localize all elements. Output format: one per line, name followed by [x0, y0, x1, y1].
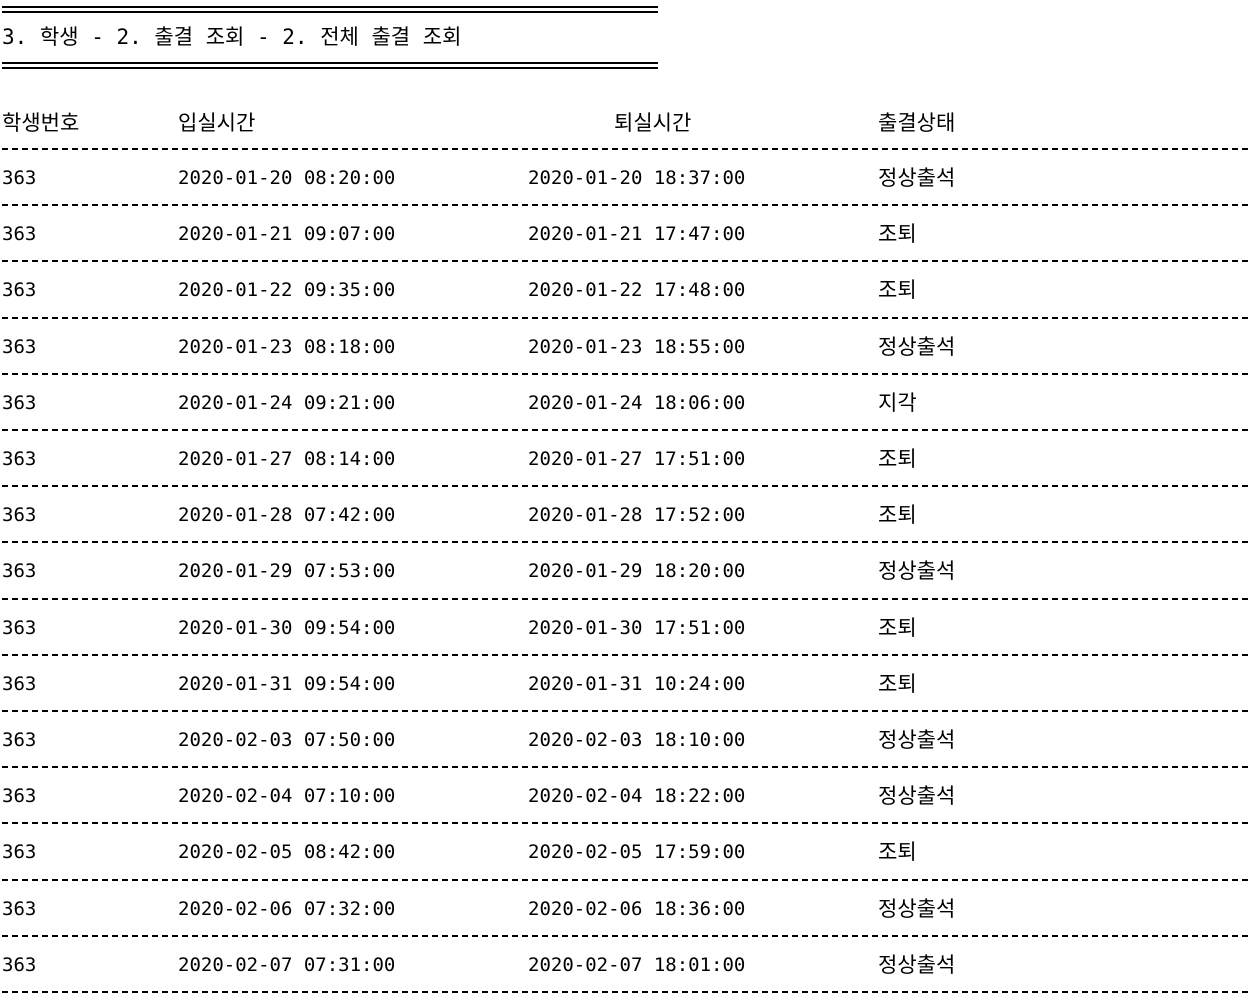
- status-cell: 조퇴: [878, 671, 917, 696]
- row-separator: [2, 653, 1248, 656]
- student-no-cell: 363: [2, 223, 37, 246]
- check-out-cell: 2020-02-03 18:10:00: [528, 729, 746, 751]
- check-out-cell: 2020-01-24 18:06:00: [528, 391, 746, 414]
- student-no-cell: 363: [2, 167, 37, 189]
- status-cell: 정상출석: [878, 728, 956, 752]
- status-cell: 정상출석: [878, 896, 956, 921]
- row-separator: [2, 934, 1248, 937]
- check-in-cell: 2020-01-30 09:54:00: [178, 616, 396, 639]
- status-cell: 정상출석: [878, 952, 956, 977]
- column-header-check-out: 퇴실시간: [614, 111, 692, 135]
- student-no-cell: 363: [2, 391, 37, 414]
- student-no-cell: 363: [2, 897, 37, 920]
- check-out-cell: 2020-02-06 18:36:00: [528, 897, 746, 920]
- student-no-cell: 363: [2, 672, 37, 695]
- title-separator-top: [2, 6, 658, 13]
- student-no-cell: 363: [2, 785, 37, 808]
- row-separator: [2, 991, 1248, 993]
- check-in-cell: 2020-02-04 07:10:00: [178, 785, 396, 808]
- check-out-cell: 2020-01-21 17:47:00: [528, 223, 746, 246]
- check-in-cell: 2020-02-07 07:31:00: [178, 953, 396, 976]
- row-separator: [2, 260, 1248, 263]
- column-header-check-in: 입실시간: [178, 111, 256, 135]
- row-separator: [2, 372, 1248, 375]
- check-in-cell: 2020-01-21 09:07:00: [178, 223, 396, 246]
- student-no-cell: 363: [2, 560, 37, 583]
- column-header-student-no: 학생번호: [2, 111, 80, 135]
- student-no-cell: 363: [2, 841, 37, 864]
- check-in-cell: 2020-01-22 09:35:00: [178, 279, 396, 302]
- check-in-cell: 2020-01-28 07:42:00: [178, 504, 396, 527]
- row-separator: [2, 429, 1248, 431]
- student-no-cell: 363: [2, 448, 37, 470]
- check-out-cell: 2020-01-27 17:51:00: [528, 448, 746, 470]
- check-out-cell: 2020-02-07 18:01:00: [528, 953, 746, 976]
- check-in-cell: 2020-02-06 07:32:00: [178, 897, 396, 920]
- status-cell: 조퇴: [878, 503, 917, 528]
- column-header-status: 출결상태: [878, 111, 956, 135]
- status-cell: 조퇴: [878, 447, 917, 471]
- row-separator: [2, 597, 1248, 600]
- check-out-cell: 2020-01-30 17:51:00: [528, 616, 746, 639]
- check-in-cell: 2020-01-20 08:20:00: [178, 167, 396, 189]
- status-cell: 정상출석: [878, 166, 956, 190]
- row-separator: [2, 485, 1248, 488]
- check-in-cell: 2020-01-27 08:14:00: [178, 448, 396, 470]
- check-in-cell: 2020-01-23 08:18:00: [178, 335, 396, 358]
- title-separator-bottom: [2, 62, 658, 69]
- check-in-cell: 2020-01-29 07:53:00: [178, 560, 396, 583]
- check-out-cell: 2020-02-05 17:59:00: [528, 841, 746, 864]
- status-cell: 정상출석: [878, 334, 956, 359]
- student-no-cell: 363: [2, 953, 37, 976]
- status-cell: 조퇴: [878, 615, 917, 640]
- status-cell: 정상출석: [878, 559, 956, 584]
- check-in-cell: 2020-02-03 07:50:00: [178, 729, 396, 751]
- status-cell: 조퇴: [878, 840, 917, 865]
- check-out-cell: 2020-01-31 10:24:00: [528, 672, 746, 695]
- check-out-cell: 2020-01-22 17:48:00: [528, 279, 746, 302]
- check-out-cell: 2020-01-20 18:37:00: [528, 167, 746, 189]
- check-in-cell: 2020-01-31 09:54:00: [178, 672, 396, 695]
- student-no-cell: 363: [2, 335, 37, 358]
- check-in-cell: 2020-02-05 08:42:00: [178, 841, 396, 864]
- row-separator: [2, 822, 1248, 825]
- check-out-cell: 2020-02-04 18:22:00: [528, 785, 746, 808]
- status-cell: 조퇴: [878, 278, 917, 303]
- student-no-cell: 363: [2, 616, 37, 639]
- row-separator: [2, 766, 1248, 769]
- row-separator: [2, 316, 1248, 319]
- row-separator: [2, 204, 1248, 207]
- page-title: 3. 학생 - 2. 출결 조회 - 2. 전체 출결 조회: [2, 25, 462, 49]
- check-out-cell: 2020-01-28 17:52:00: [528, 504, 746, 527]
- check-out-cell: 2020-01-23 18:55:00: [528, 335, 746, 358]
- row-separator: [2, 710, 1248, 712]
- student-no-cell: 363: [2, 729, 37, 751]
- student-no-cell: 363: [2, 279, 37, 302]
- check-in-cell: 2020-01-24 09:21:00: [178, 391, 396, 414]
- status-cell: 조퇴: [878, 222, 917, 247]
- row-separator: [2, 878, 1248, 881]
- check-out-cell: 2020-01-29 18:20:00: [528, 560, 746, 583]
- status-cell: 정상출석: [878, 784, 956, 809]
- row-separator: [2, 541, 1248, 544]
- status-cell: 지각: [878, 390, 917, 415]
- row-separator: [2, 148, 1248, 150]
- student-no-cell: 363: [2, 504, 37, 527]
